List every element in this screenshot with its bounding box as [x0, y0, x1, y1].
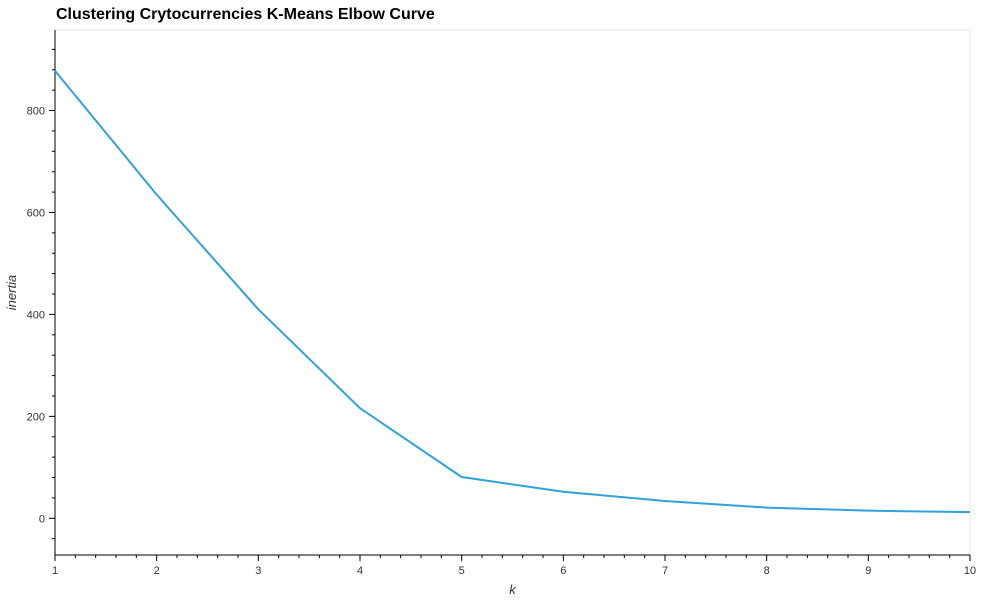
x-tick-label: 10	[964, 565, 976, 577]
x-tick-label: 7	[662, 565, 668, 577]
y-axis-label: inertia	[4, 275, 19, 310]
y-axis-ticks: 0 200 400 600 800	[27, 48, 55, 540]
x-tick-label: 3	[255, 565, 261, 577]
y-tick-label: 400	[27, 309, 45, 321]
x-tick-label: 4	[357, 565, 363, 577]
x-axis-label: k	[509, 582, 517, 597]
x-tick-label: 8	[764, 565, 770, 577]
chart-title: Clustering Crytocurrencies K-Means Elbow…	[56, 6, 435, 23]
y-tick-label: 200	[27, 411, 45, 423]
x-tick-label: 1	[52, 565, 58, 577]
y-tick-label: 600	[27, 207, 45, 219]
y-tick-label: 0	[39, 513, 45, 525]
x-tick-label: 9	[865, 565, 871, 577]
x-tick-label: 5	[459, 565, 465, 577]
series-line[interactable]	[54, 70, 971, 514]
x-tick-label: 2	[154, 565, 160, 577]
x-tick-label: 6	[560, 565, 566, 577]
plot-frame	[54, 29, 971, 556]
y-tick-label: 800	[27, 106, 45, 118]
x-axis-ticks: 1 2 3 4 5 6 7 8 9 10	[52, 555, 976, 577]
